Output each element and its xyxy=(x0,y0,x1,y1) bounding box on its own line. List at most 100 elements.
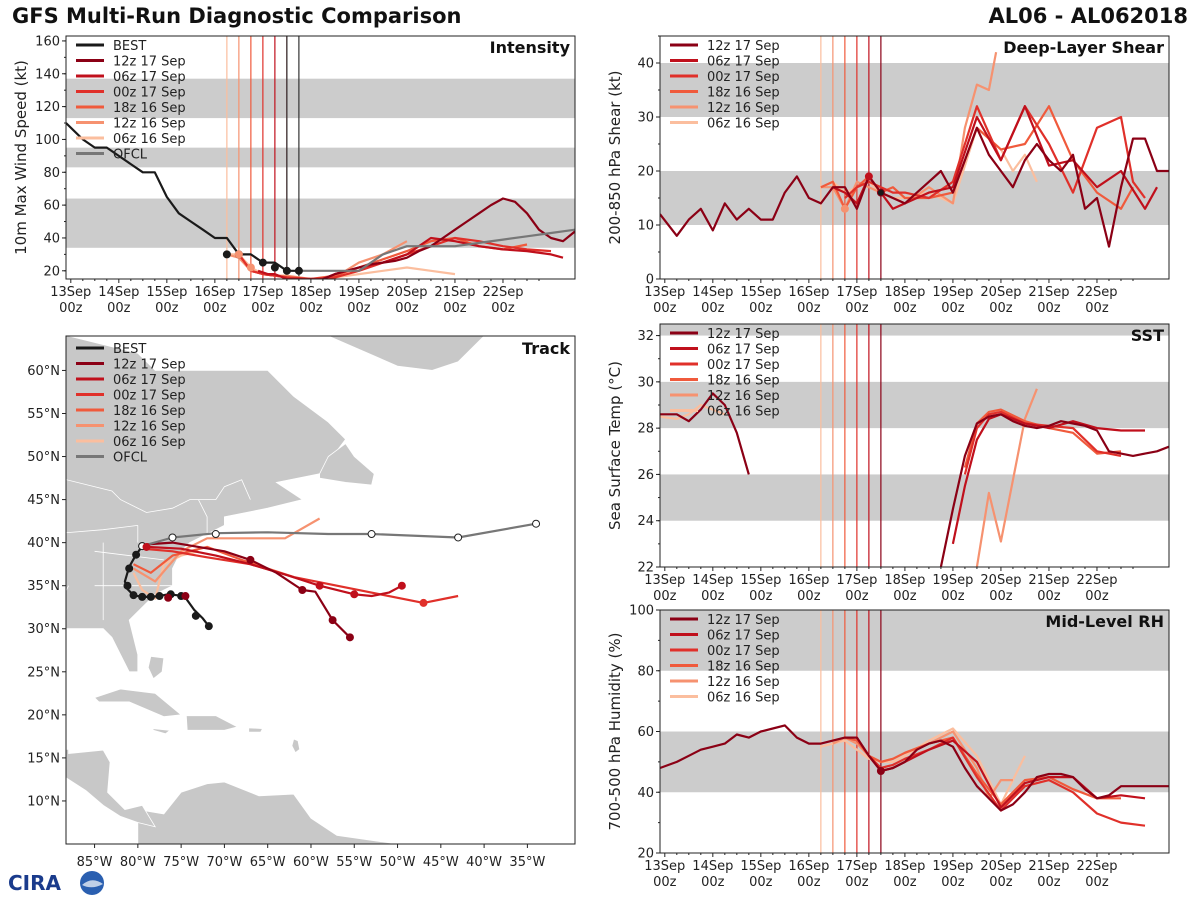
rh-xtick-label: 00z xyxy=(653,875,677,890)
track-point-ofcl-4 xyxy=(454,533,463,542)
sst-xtick-label: 18Sep xyxy=(884,573,925,588)
track-point-ofcl-5 xyxy=(532,519,541,528)
sst-ytick-label: 30 xyxy=(637,375,654,390)
rh-xtick-label: 00z xyxy=(797,875,821,890)
track-lat-label: 15°N xyxy=(27,751,60,766)
shear-legend-label-18z-16-sep: 18z 16 Sep xyxy=(707,86,780,101)
sst-xtick-label: 00z xyxy=(701,589,725,604)
track-title: Track xyxy=(522,339,570,358)
intensity-point-best-2 xyxy=(258,258,267,267)
sst-legend-label-06z-16-sep: 06z 16 Sep xyxy=(707,405,780,420)
track-point-best-4 xyxy=(155,592,164,601)
track-lon-label: 85°W xyxy=(77,855,113,870)
sst-xtick-label: 19Sep xyxy=(932,573,973,588)
shear-xtick-label: 20Sep xyxy=(980,285,1021,300)
rh-xtick-label: 13Sep xyxy=(644,859,685,874)
shear-point-12z-17-sep-0 xyxy=(876,188,885,197)
sst-plot-area xyxy=(660,324,1169,567)
intensity-xtick-label: 17Sep xyxy=(242,285,283,300)
intensity-ytick-label: 140 xyxy=(35,67,60,82)
cira-logo: CIRA xyxy=(8,871,104,895)
track-lon-label: 80°W xyxy=(120,855,156,870)
rh-point-12z-17-sep-0 xyxy=(876,766,885,775)
sst-ytick-label: 26 xyxy=(637,468,654,483)
shear-xtick-label: 00z xyxy=(941,301,965,316)
intensity-xtick-label: 18Sep xyxy=(290,285,331,300)
shear-xtick-label: 00z xyxy=(893,301,917,316)
rh-xtick-label: 20Sep xyxy=(980,859,1021,874)
intensity-ytick-label: 160 xyxy=(35,34,60,49)
track-lon-label: 75°W xyxy=(163,855,199,870)
sst-legend-label-12z-16-sep: 12z 16 Sep xyxy=(707,389,780,404)
rh-ylabel: 700-500 hPa Humidity (%) xyxy=(606,632,624,830)
shear-legend-label-12z-16-sep: 12z 16 Sep xyxy=(707,101,780,116)
land-greenland xyxy=(328,336,485,371)
shear-ytick-label: 40 xyxy=(637,57,654,72)
shear-legend-label-00z-17-sep: 00z 17 Sep xyxy=(707,70,780,85)
sst-frame xyxy=(659,323,1170,568)
rh-series-12z-17-sep-5 xyxy=(660,724,1169,812)
track-lat-label: 50°N xyxy=(27,450,60,465)
shear-xtick-label: 16Sep xyxy=(788,285,829,300)
intensity-band-1 xyxy=(66,147,575,168)
track-legend-label-ofcl: OFCL xyxy=(113,451,148,466)
state-border-1 xyxy=(66,525,138,534)
intensity-ytick-label: 20 xyxy=(43,264,60,279)
rh-series-06z-16-sep-0 xyxy=(820,727,1026,806)
track-point-best-1 xyxy=(191,611,200,620)
track-lat-label: 45°N xyxy=(27,493,60,508)
land-jamaica xyxy=(151,728,171,735)
sst-legend-label-00z-17-sep: 00z 17 Sep xyxy=(707,358,780,373)
intensity-band-2 xyxy=(66,78,575,119)
intensity-point-best-4 xyxy=(282,266,291,275)
rh-legend-label-12z-17-sep: 12z 17 Sep xyxy=(707,613,780,628)
track-line-06z-17-sep xyxy=(146,545,403,598)
track-legend-label-12z-16-sep: 12z 16 Sep xyxy=(113,420,186,435)
intensity-legend-label-12z-17-sep: 12z 17 Sep xyxy=(113,55,186,70)
rh-plot-body xyxy=(660,610,1169,853)
rh-xtick-label: 22Sep xyxy=(1076,859,1117,874)
intensity-xtick-label: 00z xyxy=(491,301,515,316)
sst-series-12z-17-sep-5 xyxy=(660,392,750,475)
shear-title: Deep-Layer Shear xyxy=(1003,38,1164,57)
intensity-xtick-label: 00z xyxy=(107,301,131,316)
track-lat-label: 40°N xyxy=(27,536,60,551)
intensity-plot-body xyxy=(66,36,575,279)
rh-legend-label-06z-16-sep: 06z 16 Sep xyxy=(707,691,780,706)
shear-xtick-label: 21Sep xyxy=(1028,285,1069,300)
track-point-best-9 xyxy=(125,564,134,573)
sst-plot-body xyxy=(660,324,1169,567)
track-lon-label: 55°W xyxy=(336,855,372,870)
shear-xtick-label: 00z xyxy=(1085,301,1109,316)
rh-band-1 xyxy=(660,610,1169,671)
track-point-ofcl-2 xyxy=(211,530,220,539)
rh-xtick-label: 16Sep xyxy=(788,859,829,874)
shear-xtick-label: 22Sep xyxy=(1076,285,1117,300)
shear-ytick-label: 20 xyxy=(637,165,654,180)
track-lon-label: 60°W xyxy=(293,855,329,870)
intensity-series-ofcl-6 xyxy=(298,228,575,272)
intensity-legend-label-12z-16-sep: 12z 16 Sep xyxy=(113,117,186,132)
shear-ytick-label: 30 xyxy=(637,111,654,126)
rh-ytick-label: 40 xyxy=(637,786,654,801)
intensity-legend-label-best: BEST xyxy=(113,39,146,54)
land-cuba xyxy=(93,688,183,718)
rh-xtick-label: 00z xyxy=(893,875,917,890)
track-line-12z-16-sep xyxy=(132,517,321,583)
track-point-best-10 xyxy=(132,550,141,559)
shear-ytick-label: 10 xyxy=(637,219,654,234)
track-point-12z-17-sep-2 xyxy=(345,633,354,642)
track-frame xyxy=(65,335,576,845)
intensity-xtick-label: 21Sep xyxy=(434,285,475,300)
track-point-12z-17-sep-0 xyxy=(298,586,307,594)
sst-panel: 22242628303213Sep00z14Sep00z15Sep00z16Se… xyxy=(606,323,1170,604)
intensity-legend-label-ofcl: OFCL xyxy=(113,148,148,163)
track-legend-label-06z-17-sep: 06z 17 Sep xyxy=(113,373,186,388)
rh-legend-label-00z-17-sep: 00z 17 Sep xyxy=(707,644,780,659)
intensity-legend-label-18z-16-sep: 18z 16 Sep xyxy=(113,101,186,116)
intensity-ytick-label: 40 xyxy=(43,231,60,246)
logo-text: CIRA xyxy=(8,871,62,895)
shear-point-06z-17-sep-0 xyxy=(864,172,873,181)
sst-xtick-label: 21Sep xyxy=(1028,573,1069,588)
shear-ylabel: 200-850 hPa Shear (kt) xyxy=(606,71,624,245)
